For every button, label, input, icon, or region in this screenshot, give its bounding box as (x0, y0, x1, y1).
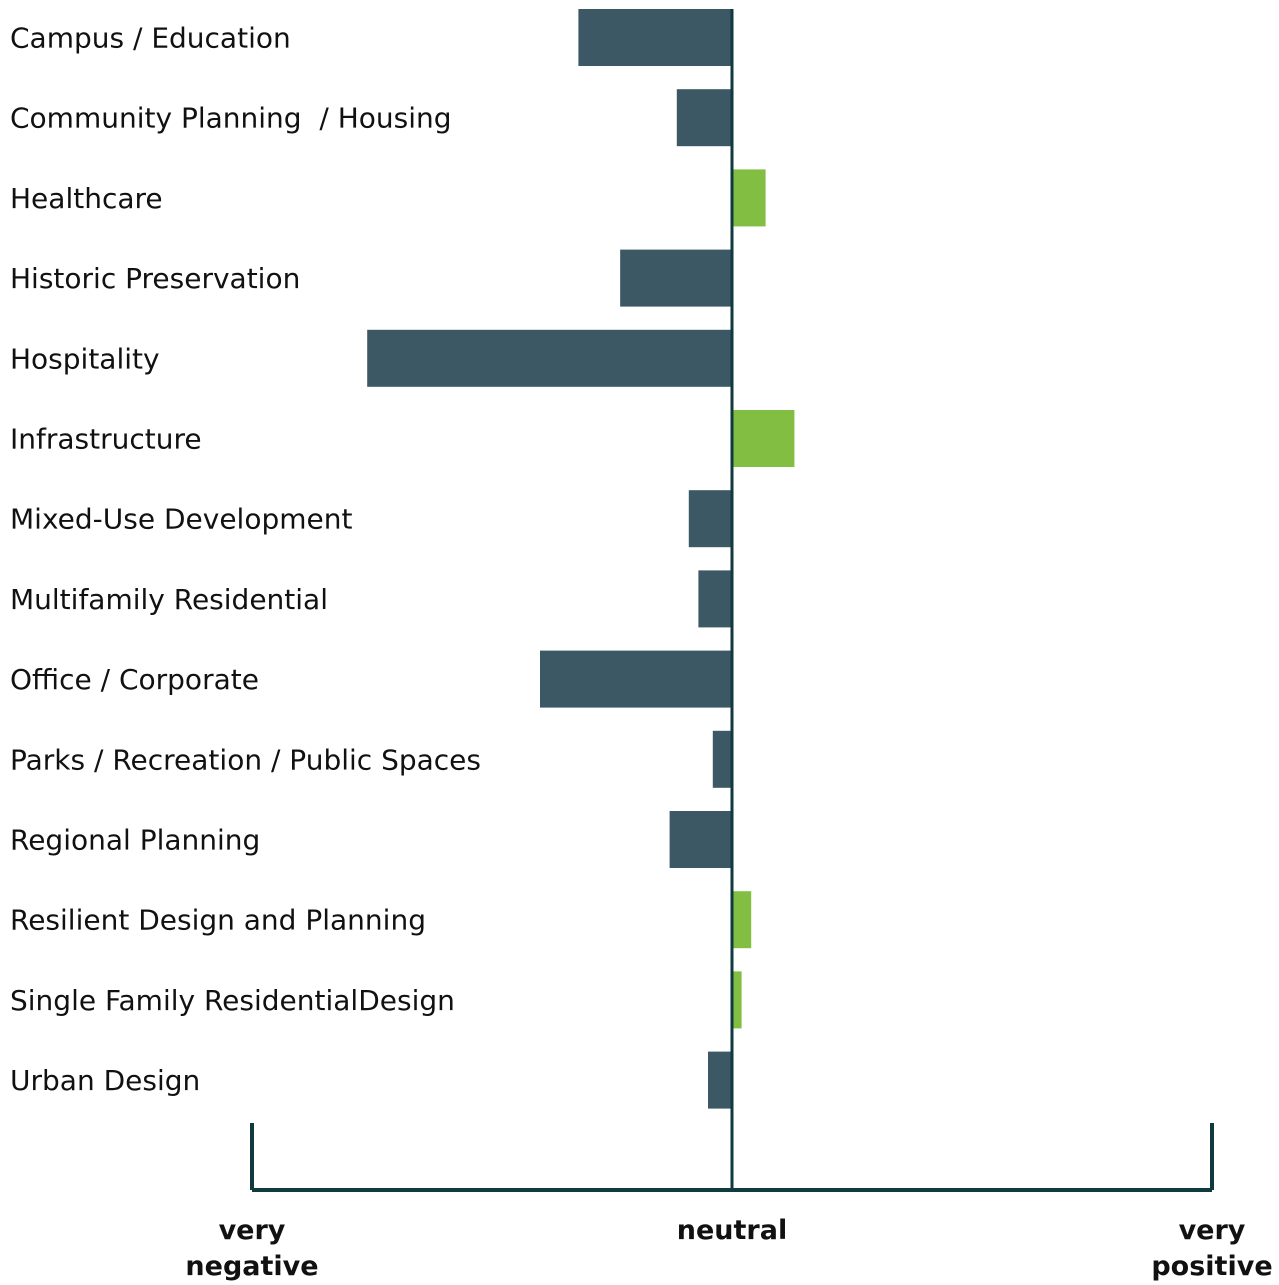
bar (669, 811, 732, 868)
bar (540, 650, 732, 708)
category-label: Multifamily Residential (10, 583, 328, 616)
x-tick-label: neutral (676, 1215, 788, 1246)
category-label: Regional Planning (10, 824, 260, 857)
category-label: Mixed-Use Development (10, 503, 352, 536)
bar (367, 329, 732, 387)
bar (620, 249, 732, 307)
category-label: Urban Design (10, 1064, 200, 1097)
bar (688, 490, 732, 548)
category-label: Single Family ResidentialDesign (10, 984, 455, 1017)
category-label: Resilient Design and Planning (10, 904, 426, 937)
bar (732, 410, 795, 467)
bar (732, 891, 752, 949)
bar (708, 1051, 732, 1109)
category-label: Parks / Recreation / Public Spaces (10, 743, 481, 776)
category-label: Infrastructure (10, 423, 202, 456)
category-label: Campus / Education (10, 22, 291, 55)
category-label: Office / Corporate (10, 663, 259, 696)
x-tick-label: very positive (1151, 1215, 1273, 1282)
bar (732, 169, 766, 227)
bar (578, 9, 732, 66)
category-label: Community Planning / Housing (10, 102, 452, 135)
category-label: Hospitality (10, 342, 160, 375)
bar (698, 570, 732, 628)
bar (712, 730, 732, 788)
x-tick-label: very negative (185, 1215, 319, 1282)
bar (732, 971, 742, 1029)
bar (676, 89, 732, 147)
category-label: Healthcare (10, 182, 163, 215)
category-label: Historic Preservation (10, 262, 300, 295)
